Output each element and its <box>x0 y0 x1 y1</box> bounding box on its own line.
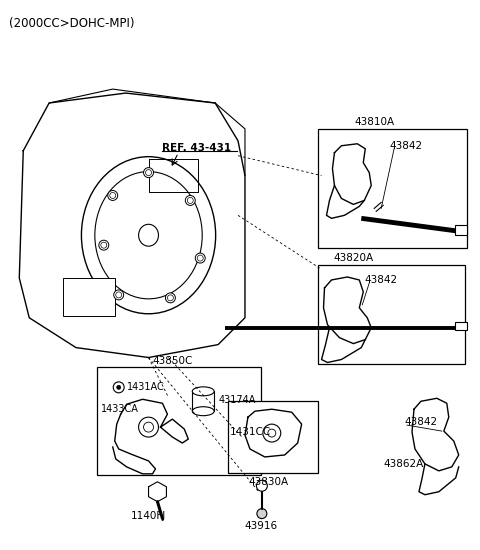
Circle shape <box>195 253 205 263</box>
Text: 43820A: 43820A <box>334 253 373 263</box>
Circle shape <box>144 422 154 432</box>
Text: 43830A: 43830A <box>248 477 288 487</box>
Text: (2000CC>DOHC-MPI): (2000CC>DOHC-MPI) <box>9 18 135 30</box>
Circle shape <box>144 168 154 178</box>
Text: 43842: 43842 <box>364 275 397 285</box>
Text: 43174A: 43174A <box>218 395 255 405</box>
Ellipse shape <box>192 407 214 416</box>
Circle shape <box>114 290 124 300</box>
Circle shape <box>185 195 195 205</box>
Ellipse shape <box>82 157 216 314</box>
Text: 43810A: 43810A <box>354 117 395 127</box>
Text: 1431CC: 1431CC <box>230 427 271 437</box>
Text: 1431AC: 1431AC <box>127 382 165 392</box>
Circle shape <box>117 386 120 389</box>
Circle shape <box>139 417 158 437</box>
Bar <box>455 226 467 235</box>
Text: 43850C: 43850C <box>153 355 193 366</box>
Text: 43862A: 43862A <box>383 459 423 469</box>
Bar <box>97 367 261 475</box>
Bar <box>192 391 214 411</box>
Circle shape <box>166 293 175 303</box>
Circle shape <box>113 382 124 393</box>
Text: 43842: 43842 <box>404 417 437 427</box>
Bar <box>228 402 318 473</box>
Text: 1140FJ: 1140FJ <box>131 510 166 521</box>
Bar <box>63 278 115 316</box>
Bar <box>455 322 467 329</box>
Text: 43916: 43916 <box>244 520 277 531</box>
Text: 1433CA: 1433CA <box>101 404 139 414</box>
Bar <box>318 129 467 248</box>
Circle shape <box>263 424 281 442</box>
Bar <box>318 265 465 365</box>
Circle shape <box>257 509 267 519</box>
Polygon shape <box>148 482 167 502</box>
Ellipse shape <box>192 387 214 396</box>
Text: REF. 43-431: REF. 43-431 <box>162 143 231 153</box>
Circle shape <box>99 240 109 250</box>
Text: 43842: 43842 <box>389 141 422 151</box>
Circle shape <box>256 480 267 491</box>
Circle shape <box>108 190 118 200</box>
